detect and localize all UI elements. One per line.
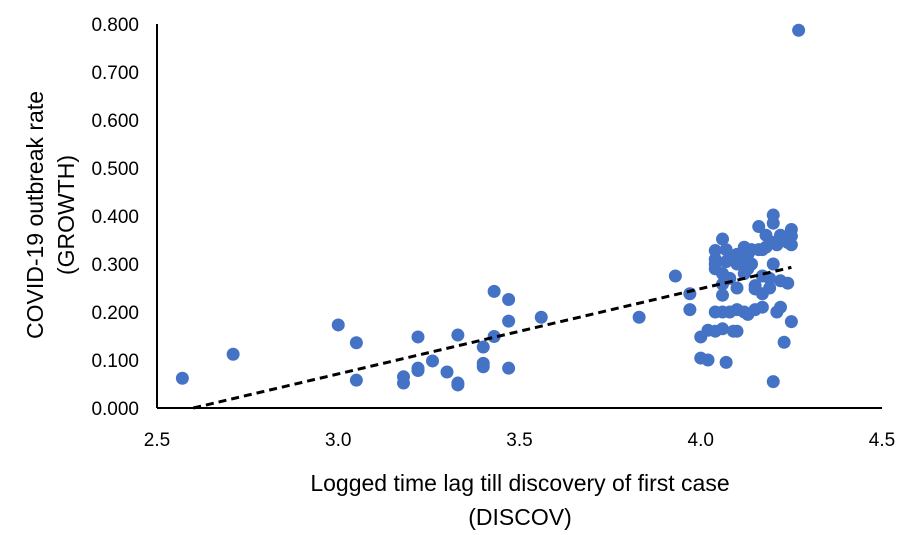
data-point [451,378,465,392]
y-tick-label: 0.200 [91,303,139,324]
x-tick-label: 2.5 [144,430,170,451]
x-axis-title-line-2: (DISCOV) [468,504,572,530]
x-tick-labels: 2.5 3.0 3.5 4.0 4.5 [144,430,895,451]
data-point [784,238,798,252]
y-axis-title-line-1: COVID-19 outbreak rate [22,91,48,339]
x-tick-label: 3.0 [325,430,351,451]
y-tick-label: 0.500 [91,159,139,180]
data-point [755,300,769,314]
data-point [632,310,646,324]
y-tick-label: 0.300 [91,255,139,276]
x-axis-title-line-1: Logged time lag till discovery of first … [310,470,729,496]
data-point [763,281,777,295]
data-point [766,216,780,230]
y-tick-label: 0.000 [91,399,139,420]
data-point [683,287,697,301]
data-point [349,336,363,350]
x-tick-label: 4.0 [688,430,714,451]
data-point [226,347,240,361]
data-point [487,329,501,343]
data-point [730,281,744,295]
data-point [701,353,715,367]
y-tick-label: 0.100 [91,351,139,372]
data-point [411,364,425,378]
data-point [766,257,780,271]
x-tick-label: 3.5 [506,430,532,451]
data-point [349,373,363,387]
data-point [411,330,425,344]
data-point [683,303,697,317]
y-tick-label: 0.400 [91,207,139,228]
data-points [175,23,806,392]
data-point [426,354,439,368]
y-tick-label: 0.600 [91,111,139,132]
data-point [716,322,729,336]
x-tick-label: 4.5 [869,430,895,451]
data-point [719,355,733,369]
data-point [487,284,501,298]
data-point [766,375,780,389]
data-point [502,314,516,328]
data-point [781,276,795,290]
data-point [752,220,766,234]
data-point [774,300,787,314]
data-point [792,23,806,37]
data-point [440,365,454,379]
data-point [476,360,490,374]
data-point [745,257,758,271]
data-point [451,328,465,342]
data-point [716,232,729,246]
data-point [534,310,548,324]
data-point [175,371,189,385]
data-point [716,288,729,302]
y-tick-label: 0.700 [91,63,139,84]
data-point [668,269,682,283]
data-point [502,293,516,307]
data-point [784,315,798,329]
data-point [397,376,410,390]
data-point [730,324,744,338]
y-tick-label: 0.800 [91,15,139,36]
data-point [476,340,490,354]
y-axis-title-line-2: (GROWTH) [53,155,79,275]
data-point [331,318,345,332]
y-tick-labels: 0.000 0.100 0.200 0.300 0.400 0.500 0.600 0.700… [91,15,139,420]
data-point [502,361,516,375]
data-point [763,271,777,285]
data-point [777,335,791,349]
trendline [192,265,792,410]
